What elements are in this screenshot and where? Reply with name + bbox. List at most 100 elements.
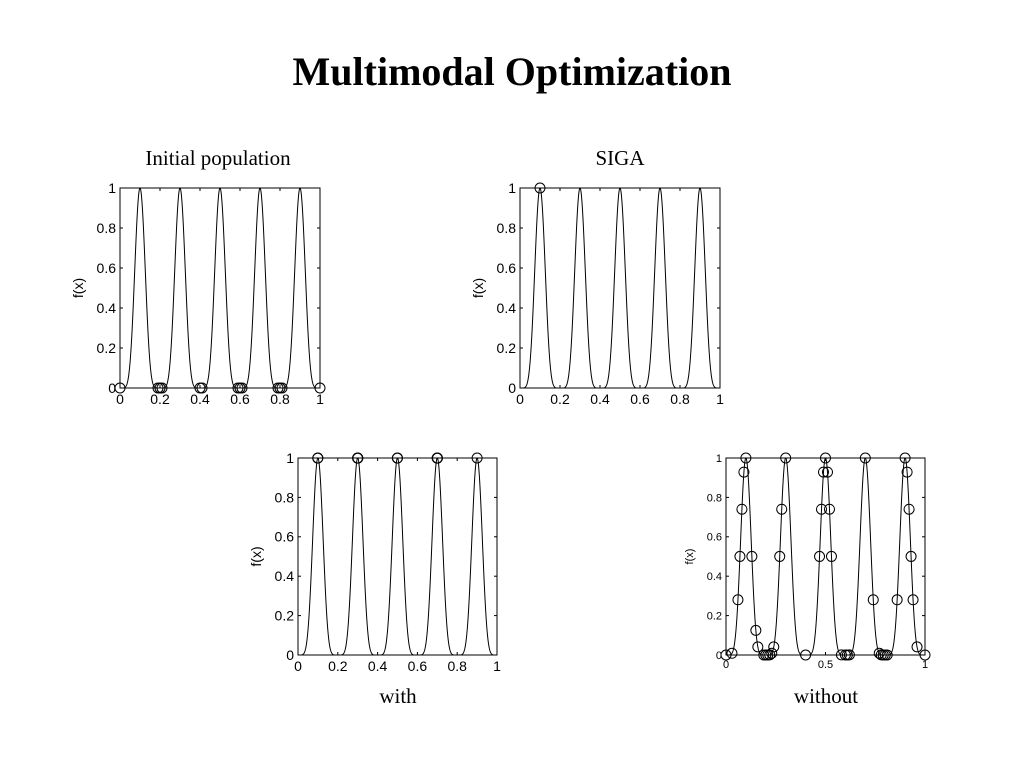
y-axis-label: f(x) xyxy=(70,278,86,298)
population-point xyxy=(859,452,871,464)
y-tick-label: 0 xyxy=(508,380,516,396)
y-tick-label: 0.4 xyxy=(97,300,117,316)
population-point xyxy=(891,594,903,606)
y-tick-label: 0.2 xyxy=(497,340,517,356)
population-point xyxy=(823,503,835,515)
population-point xyxy=(901,466,913,478)
siga-title: SIGA xyxy=(595,146,645,170)
y-tick-label: 0.8 xyxy=(707,492,722,504)
population-point xyxy=(843,649,855,661)
population-point xyxy=(780,452,792,464)
population-point xyxy=(114,382,126,394)
y-tick-label: 0.8 xyxy=(97,220,117,236)
fitness-curve xyxy=(520,187,720,389)
y-tick-label: 1 xyxy=(108,180,116,196)
y-tick-label: 0.6 xyxy=(275,529,295,545)
population-point xyxy=(736,503,748,515)
x-tick-label: 0.2 xyxy=(550,391,570,407)
x-tick-label: 1 xyxy=(316,391,324,407)
y-tick-label: 0.2 xyxy=(97,340,117,356)
population-point xyxy=(867,594,879,606)
initial-population-title: Initial population xyxy=(145,146,291,170)
x-tick-label: 1 xyxy=(922,659,928,671)
population-point xyxy=(471,452,483,464)
fitness-curve xyxy=(298,457,497,656)
population-point xyxy=(774,550,786,562)
population-point xyxy=(314,382,326,394)
population-point xyxy=(903,503,915,515)
population-point xyxy=(821,466,833,478)
chart-with: 0 0.2 0.4 0.6 0.8 1 0 0.2 0.4 0.6 0.8 1 f(x) xyxy=(248,450,501,674)
without-caption: without xyxy=(793,684,859,708)
x-tick-label: 0.4 xyxy=(190,391,210,407)
population-point xyxy=(738,466,750,478)
x-tick-label: 0.4 xyxy=(368,658,388,674)
chart-initial-population: 0 0.2 0.4 0.6 0.8 1 0 0.2 0.4 0.6 0.8 1 f(x) xyxy=(70,180,326,407)
x-tick-label: 0.8 xyxy=(270,391,290,407)
population-point xyxy=(800,649,812,661)
y-tick-label: 0.6 xyxy=(97,260,117,276)
y-tick-label: 0.6 xyxy=(497,260,517,276)
population-point xyxy=(814,550,826,562)
population-point xyxy=(820,452,831,464)
population-point xyxy=(534,182,546,194)
y-tick-label: 0 xyxy=(108,380,116,396)
y-axis-label: f(x) xyxy=(470,278,486,298)
fitness-curve xyxy=(120,187,320,389)
population-point xyxy=(752,641,764,653)
x-tick-label: 1 xyxy=(493,658,501,674)
population-point xyxy=(196,382,208,394)
y-axis-label: f(x) xyxy=(248,546,264,566)
x-tick-label: 0 xyxy=(116,391,124,407)
population-point xyxy=(905,550,917,562)
x-tick-label: 0.8 xyxy=(670,391,690,407)
population-point xyxy=(768,641,780,653)
x-tick-label: 0 xyxy=(516,391,524,407)
x-tick-label: 0.6 xyxy=(230,391,250,407)
y-tick-label: 0.4 xyxy=(707,571,722,583)
population-point xyxy=(726,647,738,659)
chart-siga: 0 0.2 0.4 0.6 0.8 1 0 0.2 0.4 0.6 0.8 1 f(x) xyxy=(470,180,724,407)
population-point xyxy=(740,452,752,464)
population-point xyxy=(312,452,324,464)
x-tick-label: 0.5 xyxy=(818,659,833,671)
population-point xyxy=(776,503,788,515)
population-point xyxy=(276,382,288,394)
y-tick-label: 0.6 xyxy=(707,532,722,544)
population-point xyxy=(825,550,837,562)
x-tick-label: 0.8 xyxy=(447,658,467,674)
population-point xyxy=(734,550,746,562)
y-tick-label: 1 xyxy=(508,180,516,196)
population-point xyxy=(766,647,778,659)
population-point xyxy=(750,624,762,636)
population-point xyxy=(907,594,919,606)
population-point xyxy=(818,466,830,478)
y-tick-label: 0.4 xyxy=(275,568,295,584)
y-tick-label: 0.8 xyxy=(275,489,295,505)
population-point xyxy=(911,641,923,653)
y-tick-label: 0 xyxy=(716,650,722,662)
population-point xyxy=(881,649,893,661)
x-tick-label: 0.6 xyxy=(630,391,650,407)
population-point xyxy=(352,452,364,464)
population-point xyxy=(732,594,744,606)
x-tick-label: 0 xyxy=(723,659,729,671)
x-tick-label: 1 xyxy=(716,391,724,407)
y-tick-label: 1 xyxy=(716,453,722,465)
with-caption: with xyxy=(379,684,417,708)
population-point xyxy=(919,649,931,661)
x-tick-label: 0.2 xyxy=(328,658,348,674)
population-point xyxy=(899,452,911,464)
population-point xyxy=(391,452,403,464)
y-tick-label: 0.2 xyxy=(707,610,722,622)
population-point xyxy=(746,550,758,562)
y-tick-label: 0.4 xyxy=(497,300,517,316)
x-tick-label: 0.2 xyxy=(150,391,170,407)
population-point xyxy=(835,649,847,661)
population-point xyxy=(431,452,443,464)
slide-title: Multimodal Optimization xyxy=(292,49,732,94)
population-point xyxy=(156,382,168,394)
population-point xyxy=(816,503,828,515)
y-tick-label: 0.8 xyxy=(497,220,517,236)
x-tick-label: 0.6 xyxy=(408,658,428,674)
